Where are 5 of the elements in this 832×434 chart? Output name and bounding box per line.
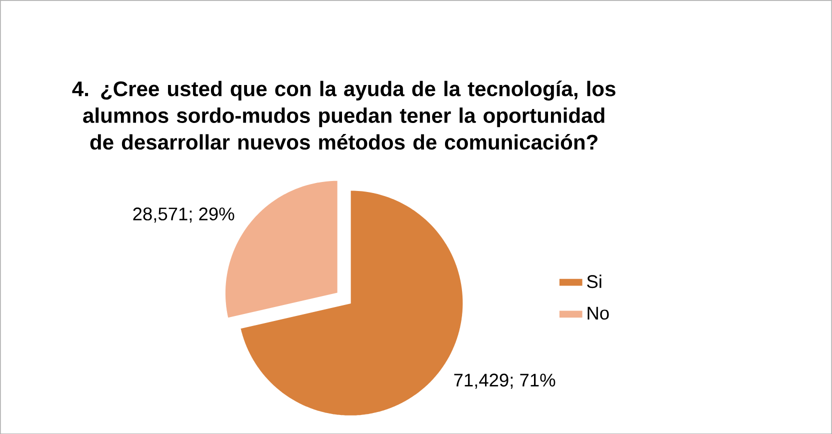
legend-label: Si	[587, 274, 602, 288]
chart-title: 4. ¿Cree usted que con la ayuda de la tecnología, los alumnos sordo-mudos puedan tener la oportunidad de desarrollar nuevos métodos de comunicación?	[72, 80, 616, 150]
legend-label: No	[588, 306, 609, 320]
data-label: 71,429; 71%	[454, 373, 556, 389]
data-label: 28,571; 29%	[133, 207, 234, 222]
